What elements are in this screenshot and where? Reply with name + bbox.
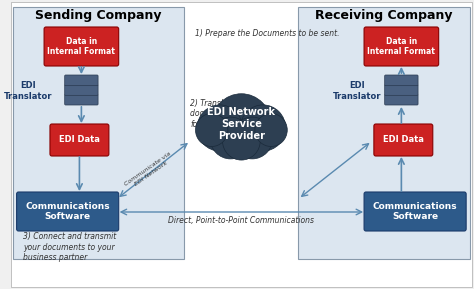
Text: Sending Company: Sending Company <box>35 8 161 21</box>
FancyBboxPatch shape <box>17 192 118 231</box>
Circle shape <box>197 105 243 151</box>
FancyBboxPatch shape <box>64 94 98 105</box>
Text: Data in
Internal Format: Data in Internal Format <box>47 37 115 56</box>
FancyBboxPatch shape <box>364 27 438 66</box>
FancyBboxPatch shape <box>374 124 433 156</box>
Text: 1) Prepare the Documents to be sent.: 1) Prepare the Documents to be sent. <box>195 29 340 38</box>
Circle shape <box>222 122 260 160</box>
FancyBboxPatch shape <box>64 75 98 86</box>
Circle shape <box>240 105 286 151</box>
FancyBboxPatch shape <box>385 94 418 105</box>
FancyBboxPatch shape <box>44 27 118 66</box>
Text: Data in
Internal Format: Data in Internal Format <box>367 37 435 56</box>
FancyBboxPatch shape <box>50 124 109 156</box>
Circle shape <box>210 117 251 159</box>
FancyBboxPatch shape <box>64 85 98 95</box>
Text: Communicate via
EDI Network: Communicate via EDI Network <box>123 151 175 191</box>
FancyBboxPatch shape <box>13 7 184 259</box>
Circle shape <box>232 117 273 159</box>
FancyBboxPatch shape <box>364 192 466 231</box>
Text: EDI Data: EDI Data <box>59 136 100 144</box>
Text: 2) Translate the
documents into EDI
format.: 2) Translate the documents into EDI form… <box>191 99 265 129</box>
Text: EDI
Translator: EDI Translator <box>4 81 53 101</box>
Text: EDI
Translator: EDI Translator <box>333 81 382 101</box>
Text: 3) Connect and transmit
your documents to your
business partner: 3) Connect and transmit your documents t… <box>24 232 117 262</box>
Text: Communications
Software: Communications Software <box>373 202 457 221</box>
Text: Communications
Software: Communications Software <box>25 202 110 221</box>
FancyBboxPatch shape <box>385 75 418 86</box>
Text: Receiving Company: Receiving Company <box>315 8 453 21</box>
FancyBboxPatch shape <box>298 7 470 259</box>
Circle shape <box>255 114 287 147</box>
Text: Direct, Point-to-Point Communications: Direct, Point-to-Point Communications <box>168 216 314 225</box>
Circle shape <box>195 114 228 147</box>
Text: EDI Network
Service
Provider: EDI Network Service Provider <box>207 108 275 141</box>
Circle shape <box>212 94 271 154</box>
Text: EDI Data: EDI Data <box>383 136 424 144</box>
FancyBboxPatch shape <box>385 85 418 95</box>
FancyBboxPatch shape <box>11 2 472 287</box>
